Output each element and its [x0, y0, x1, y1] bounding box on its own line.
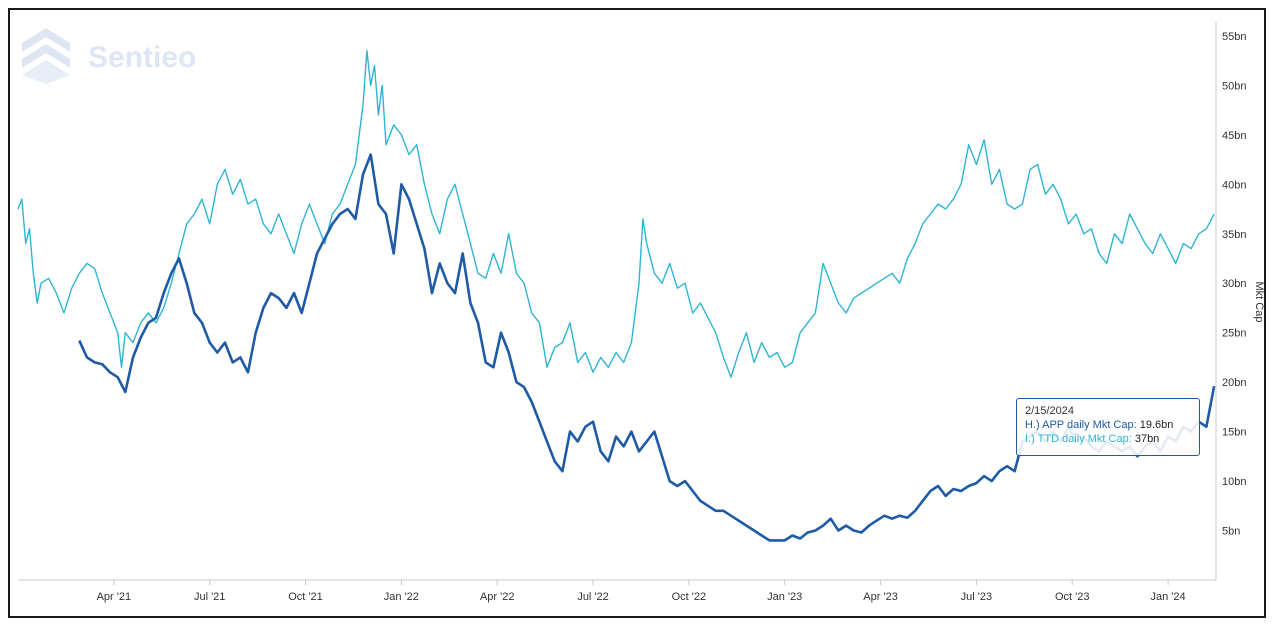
series-line-ttd — [17, 50, 1215, 378]
y-tick-label: 40bn — [1222, 179, 1246, 191]
tooltip: 2/15/2024 H.) APP daily Mkt Cap: 19.6bn … — [1016, 398, 1200, 456]
tooltip-ttd-row: I.) TTD daily Mkt Cap: 37bn — [1025, 432, 1191, 446]
y-tick-label: 10bn — [1222, 476, 1246, 488]
x-axis: Apr '21 Jul '21 Oct '21 Jan '22 Apr '22 Jul '… — [18, 579, 1216, 603]
chart-frame — [8, 8, 1266, 618]
x-tick-label: Oct '22 — [672, 591, 707, 603]
x-tick-label: Jan '22 — [384, 591, 419, 603]
y-tick-label: 55bn — [1222, 31, 1246, 43]
x-tick-label: Apr '22 — [480, 591, 515, 603]
x-tick-label: Jul '22 — [577, 591, 608, 603]
x-tick-label: Jul '23 — [961, 591, 992, 603]
y-axis-title: Mkt Cap — [1253, 282, 1265, 323]
plot-area — [17, 50, 1216, 542]
x-tick-label: Apr '21 — [97, 591, 132, 603]
x-tick-label: Jul '21 — [194, 591, 225, 603]
tooltip-date: 2/15/2024 — [1025, 405, 1074, 417]
x-tick-label: Apr '23 — [863, 591, 898, 603]
x-tick-label: Oct '23 — [1055, 591, 1090, 603]
tooltip-app-label: H.) APP daily Mkt Cap: — [1025, 419, 1137, 431]
tooltip-app-row: H.) APP daily Mkt Cap: 19.6bn — [1025, 418, 1191, 432]
y-tick-label: 50bn — [1222, 80, 1246, 92]
y-axis: 5bn 10bn 15bn 20bn 25bn 30bn 35bn 40bn 45bn 50bn 5… — [1215, 22, 1246, 580]
series-line-app — [78, 153, 1216, 542]
y-tick-label: 25bn — [1222, 328, 1246, 340]
x-tick-label: Oct '21 — [288, 591, 323, 603]
y-tick-label: 20bn — [1222, 377, 1246, 389]
tooltip-app-value: 19.6bn — [1139, 419, 1174, 431]
sentieo-logo: Sentieo — [22, 28, 196, 84]
sentieo-logo-icon — [22, 28, 70, 84]
x-tick-label: Jan '24 — [1151, 591, 1186, 603]
y-tick-label: 35bn — [1222, 229, 1246, 241]
tooltip-ttd-value: 37bn — [1134, 433, 1160, 445]
y-tick-label: 15bn — [1222, 427, 1246, 439]
x-tick-label: Jan '23 — [767, 591, 802, 603]
logo-text: Sentieo — [88, 41, 196, 74]
tooltip-ttd-label: I.) TTD daily Mkt Cap: — [1025, 433, 1132, 445]
y-tick-label: 30bn — [1222, 278, 1246, 290]
y-tick-label: 5bn — [1222, 526, 1240, 538]
y-tick-label: 45bn — [1222, 130, 1246, 142]
